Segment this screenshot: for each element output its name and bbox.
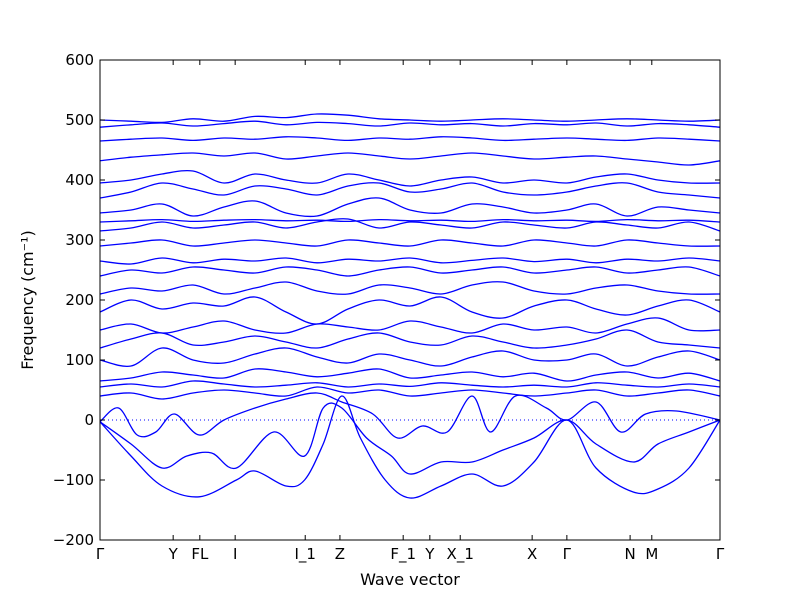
x-tick-label: I bbox=[233, 545, 237, 563]
y-tick-label: 0 bbox=[84, 411, 94, 429]
x-tick-label: M bbox=[645, 545, 658, 563]
band-line-19 bbox=[100, 169, 720, 187]
x-tick-label: F_1 bbox=[390, 545, 416, 564]
y-tick-label: 600 bbox=[65, 51, 94, 69]
band-line-10 bbox=[100, 296, 720, 325]
band-lines bbox=[100, 113, 720, 499]
band-line-14 bbox=[100, 239, 720, 247]
band-line-18 bbox=[100, 182, 720, 199]
x-tick-label: X bbox=[527, 545, 537, 563]
band-line-13 bbox=[100, 257, 720, 265]
band-line-21 bbox=[100, 136, 720, 142]
x-tick-label: I_1 bbox=[294, 545, 315, 564]
y-tick-label: −200 bbox=[53, 531, 94, 549]
band-line-17 bbox=[100, 197, 720, 218]
y-axis-label: Frequency (cm⁻¹) bbox=[18, 230, 37, 369]
band-line-5 bbox=[100, 380, 720, 388]
x-tick-label: Γ bbox=[563, 545, 572, 563]
band-line-22 bbox=[100, 120, 720, 128]
x-tick-label: Z bbox=[335, 545, 345, 563]
band-line-9 bbox=[100, 317, 720, 334]
plot-frame bbox=[99, 59, 721, 541]
x-axis-label: Wave vector bbox=[360, 570, 460, 589]
x-tick-label: X_1 bbox=[447, 545, 474, 564]
band-line-1 bbox=[100, 395, 720, 499]
band-line-2 bbox=[100, 402, 720, 475]
band-line-12 bbox=[100, 266, 720, 277]
band-line-11 bbox=[100, 281, 720, 295]
band-line-4 bbox=[100, 386, 720, 400]
band-line-20 bbox=[100, 152, 720, 166]
y-tick-label: 200 bbox=[65, 291, 94, 309]
y-tick-label: 100 bbox=[65, 351, 94, 369]
y-tick-label: −100 bbox=[53, 471, 94, 489]
y-tick-label: 400 bbox=[65, 171, 94, 189]
x-tick-label: Γ bbox=[96, 545, 105, 563]
band-line-8 bbox=[100, 329, 720, 349]
y-tick-label: 300 bbox=[65, 231, 94, 249]
x-tick-label: N bbox=[624, 545, 635, 563]
band-line-3 bbox=[100, 392, 720, 439]
x-tick-label: Γ bbox=[716, 545, 725, 563]
y-axis: −200 −100 0 100 200 300 400 500 600 bbox=[53, 51, 720, 549]
x-tick-label: Y bbox=[168, 545, 179, 563]
band-line-15 bbox=[100, 218, 720, 232]
x-axis: Γ Y FL I I_1 Z F_1 Y X_1 X Γ N M Γ bbox=[96, 60, 725, 564]
band-line-7 bbox=[100, 347, 720, 368]
x-tick-label: FL bbox=[191, 545, 209, 563]
band-line-16 bbox=[100, 218, 720, 223]
x-tick-label: Y bbox=[424, 545, 435, 563]
band-line-6 bbox=[100, 368, 720, 382]
band-line-23 bbox=[100, 113, 720, 124]
y-tick-label: 500 bbox=[65, 111, 94, 129]
